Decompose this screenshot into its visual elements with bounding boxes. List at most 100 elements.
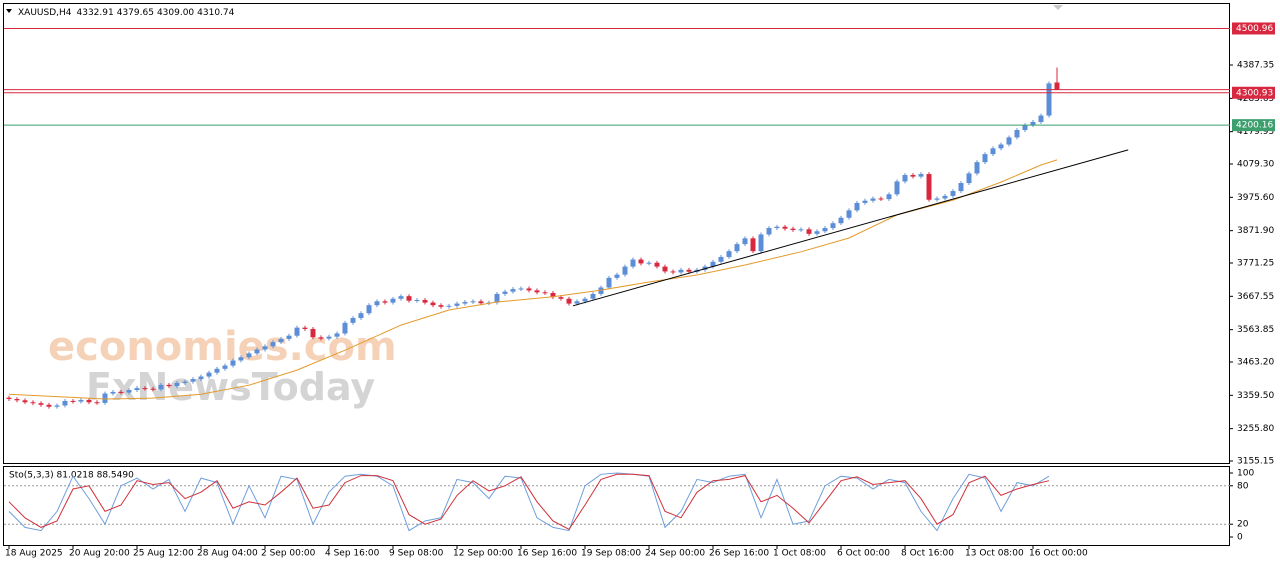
candle-body <box>126 390 132 393</box>
candle-body <box>654 262 660 267</box>
candle-body <box>950 191 956 196</box>
candle-body <box>942 195 948 199</box>
y-tick-label: 80 <box>1237 481 1249 491</box>
candle-body <box>502 291 508 294</box>
y-tick-label: 3771.25 <box>1237 258 1274 268</box>
candle-body <box>542 292 548 294</box>
y-tick-label: 20 <box>1237 520 1249 530</box>
candle-body <box>230 360 236 366</box>
candle-body <box>470 301 476 303</box>
candle-body <box>1038 115 1044 122</box>
x-tick-label: 13 Oct 08:00 <box>965 549 1024 559</box>
candle-body <box>358 313 364 319</box>
candle-body <box>678 269 684 273</box>
x-tick-label: 18 Aug 2025 <box>5 549 63 559</box>
candle-body <box>238 357 244 361</box>
symbol: XAUUSD,H4 <box>18 8 72 18</box>
level-tag-label: 4500.96 <box>1236 24 1273 34</box>
header-value: 4379.65 <box>117 8 154 18</box>
candle-body <box>310 328 316 338</box>
candle-body <box>110 391 116 394</box>
candle-body <box>446 305 452 307</box>
candle-body <box>102 393 108 403</box>
candle-body <box>406 296 412 301</box>
candle-body <box>390 298 396 303</box>
candle-body <box>766 228 772 235</box>
candle-body <box>774 226 780 229</box>
x-tick-label: 9 Sep 08:00 <box>389 549 444 559</box>
x-tick-label: 16 Oct 00:00 <box>1029 549 1088 559</box>
candle-body <box>414 300 420 302</box>
candle-body <box>374 301 380 306</box>
candle-body <box>454 303 460 306</box>
candle-body <box>494 293 500 303</box>
candle-body <box>382 301 388 303</box>
candle-body <box>622 266 628 275</box>
y-tick-label: 3255.80 <box>1237 424 1274 434</box>
plot-area <box>6 67 1129 409</box>
candle-body <box>1054 82 1060 90</box>
candle-body <box>478 301 484 304</box>
candle-body <box>966 173 972 184</box>
candle-body <box>198 376 204 380</box>
candle-body <box>62 400 68 406</box>
moving-average <box>8 159 1058 400</box>
candle-body <box>182 381 188 383</box>
header-value: 4309.00 <box>157 8 194 18</box>
candle-body <box>262 346 268 350</box>
candle-body <box>750 238 756 252</box>
candle-body <box>46 404 52 407</box>
candle-body <box>70 400 76 402</box>
candle-body <box>1046 83 1052 116</box>
candle-body <box>518 288 524 290</box>
watermark: FxNewsToday <box>86 365 375 409</box>
candle-body <box>982 154 988 163</box>
y-tick-label: 3871.90 <box>1237 226 1274 236</box>
candle-body <box>710 261 716 267</box>
candle-body <box>734 244 740 252</box>
candle-body <box>902 175 908 182</box>
main-frame <box>3 3 1230 464</box>
candle-body <box>246 353 252 358</box>
sub-frame <box>3 466 1230 546</box>
candle-body <box>534 290 540 293</box>
candle-body <box>22 400 28 403</box>
x-tick-label: 2 Sep 00:00 <box>261 549 316 559</box>
candle-body <box>422 300 428 303</box>
candle-body <box>830 223 836 229</box>
candle-body <box>6 397 12 400</box>
candle-body <box>590 293 596 299</box>
candle-body <box>974 162 980 174</box>
candle-body <box>958 183 964 192</box>
candle-body <box>838 217 844 224</box>
y-tick-label: 4387.35 <box>1237 60 1274 70</box>
candle-body <box>862 200 868 203</box>
y-tick-label: 3563.85 <box>1237 325 1274 335</box>
y-tick-label: 100 <box>1237 468 1254 478</box>
candle-body <box>94 402 100 404</box>
candle-body <box>926 174 932 200</box>
chart-header: XAUUSD,H4 4332.91 4379.65 4309.00 4310.74 <box>18 8 235 18</box>
candle-body <box>1014 130 1020 138</box>
candle-body <box>646 262 652 264</box>
candle-body <box>806 229 812 234</box>
candle-body <box>38 403 44 405</box>
x-tick-label: 19 Sep 08:00 <box>581 549 641 559</box>
candle-body <box>430 302 436 306</box>
candle-body <box>1030 121 1036 126</box>
candle-body <box>318 337 324 339</box>
trendline <box>572 149 1129 307</box>
y-tick-label: 0 <box>1237 532 1243 542</box>
candle-body <box>630 259 636 267</box>
candle-body <box>726 251 732 257</box>
candle-body <box>910 175 916 177</box>
candle-body <box>686 269 692 272</box>
candle-body <box>702 266 708 270</box>
x-tick-label: 26 Sep 16:00 <box>709 549 769 559</box>
level-tag <box>1232 119 1275 132</box>
candle-body <box>438 305 444 307</box>
stochastic-line <box>8 472 1050 532</box>
indicator-title: Sto(5,3,3) 81.0218 88.5490 <box>9 471 134 481</box>
candle-body <box>86 399 92 403</box>
candle-body <box>270 342 276 347</box>
